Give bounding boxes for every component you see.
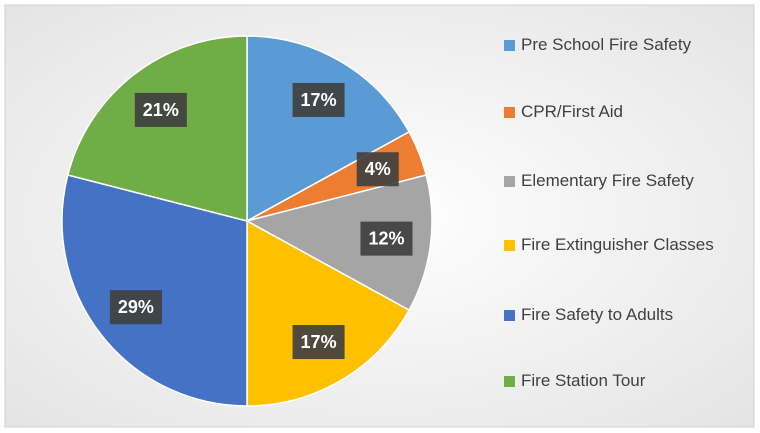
data-label-text: 4% [365,159,391,179]
data-label: 21% [134,92,187,127]
legend-label: Fire Safety to Adults [521,305,674,324]
data-label-text: 29% [118,297,154,317]
legend-swatch [504,40,515,51]
data-label-text: 21% [143,100,179,120]
data-label-box [109,290,162,325]
data-label-text: 12% [368,229,404,249]
legend-item: Pre School Fire Safety [504,32,721,58]
data-label-text: 17% [301,332,337,352]
data-label: 17% [292,82,345,117]
data-label-box [356,152,399,187]
legend-item: Fire Station Tour [504,368,721,394]
data-label-box [292,82,345,117]
data-label: 17% [292,325,345,360]
legend-label: Fire Extinguisher Classes [521,235,714,254]
legend-label: Fire Station Tour [521,371,646,390]
legend-item: Fire Safety to Adults [504,302,721,328]
legend-label: Pre School Fire Safety [521,35,692,54]
data-label-box [134,92,187,127]
legend-item: Elementary Fire Safety [504,168,721,194]
pie-slice [246,219,411,407]
pie-slice [246,35,411,223]
data-label: 4% [356,152,399,187]
data-label-text: 17% [301,90,337,110]
legend-label: CPR/First Aid [521,102,624,121]
data-label: 12% [360,221,413,256]
pie-slice [66,35,248,222]
legend-item: CPR/First Aid [504,99,721,125]
legend-swatch [504,176,515,187]
legend-swatch [504,310,515,321]
legend-item: Fire Extinguisher Classes [504,232,721,258]
legend-swatch [504,107,515,118]
data-label-box [360,221,413,256]
legend-swatch [504,376,515,387]
data-label-box [292,325,345,360]
data-label: 29% [109,290,162,325]
legend-swatch [504,240,515,251]
pie-slice [244,174,433,312]
legend-label: Elementary Fire Safety [521,171,694,190]
